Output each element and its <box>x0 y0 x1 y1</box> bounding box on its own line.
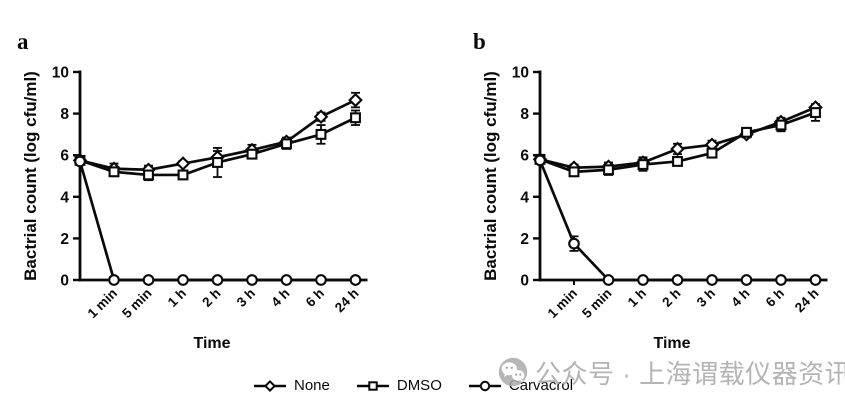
series-markers-carvacrol <box>74 155 362 286</box>
square-marker-icon <box>603 164 614 176</box>
series-line-carvacrol <box>78 161 356 282</box>
x-tick-label: 3 h <box>694 286 718 310</box>
circle-marker-icon <box>74 155 86 168</box>
x-tick-label: 4 h <box>728 286 752 310</box>
legend-label-carvacrol: Carvacrol <box>508 377 574 394</box>
circle-marker-icon <box>775 274 787 286</box>
square-marker-icon <box>281 138 292 150</box>
diamond-marker-icon <box>175 156 191 171</box>
y-tick-label: 10 <box>52 65 69 82</box>
legend-item-dmso: DMSO <box>356 377 442 394</box>
square-marker-icon <box>212 157 223 168</box>
y-tick-label: 10 <box>512 65 529 82</box>
square-marker-icon <box>775 119 787 131</box>
square-marker-icon <box>741 126 752 138</box>
circle-marker-icon <box>142 274 155 286</box>
y-tick-label: 2 <box>60 231 69 248</box>
diamond-marker-icon <box>670 141 685 157</box>
y-tick-label: 0 <box>60 273 69 290</box>
x-tick-label: 2 h <box>659 286 683 310</box>
legend-label-none: None <box>294 377 330 394</box>
legend-item-none: None <box>253 377 330 394</box>
square-marker-icon <box>177 169 189 181</box>
x-tick-label: 1 min <box>545 286 581 322</box>
square-marker-icon <box>108 166 120 178</box>
y-tick-label: 4 <box>520 189 529 206</box>
x-tick-label: 6 h <box>763 286 787 310</box>
square-marker-icon <box>637 159 649 171</box>
series-line-carvacrol <box>538 159 816 282</box>
square-marker-icon <box>810 107 821 119</box>
square-marker-icon <box>356 380 389 391</box>
square-marker-icon <box>350 112 361 124</box>
x-tick-label: 1 h <box>165 286 189 310</box>
circle-marker-icon <box>568 237 580 250</box>
legend-item-carvacrol: Carvacrol <box>468 377 573 394</box>
y-tick-label: 6 <box>520 148 529 165</box>
x-tick-label: 2 h <box>199 286 223 310</box>
circle-marker-icon <box>671 274 684 286</box>
x-tick-label: 6 h <box>303 286 327 310</box>
circle-marker-icon <box>280 274 293 286</box>
series-markers-carvacrol <box>534 154 822 286</box>
y-tick-label: 4 <box>60 189 69 206</box>
circle-marker-icon <box>315 274 327 286</box>
circle-marker-icon <box>246 274 258 286</box>
legend: None DMSO Carvacrol <box>253 377 573 394</box>
x-tick-label: 24 h <box>792 286 822 316</box>
panel-a-label: a <box>17 29 29 54</box>
diamond-marker-icon <box>348 92 363 108</box>
circle-marker-icon <box>740 274 753 286</box>
x-axis-title: Time <box>193 335 230 352</box>
y-axis-title: Bactrial count (log cfu/ml) <box>21 71 40 281</box>
y-tick-label: 8 <box>520 106 529 123</box>
y-tick-label: 2 <box>520 231 529 248</box>
y-axis-title: Bactrial count (log cfu/ml) <box>481 71 500 281</box>
square-marker-icon <box>706 147 718 159</box>
square-marker-icon <box>568 166 580 178</box>
circle-marker-icon <box>108 274 120 286</box>
y-tick-label: 0 <box>520 273 529 290</box>
diamond-marker-icon <box>254 379 286 392</box>
panel-b-label: b <box>473 29 486 54</box>
x-tick-label: 3 h <box>234 286 258 310</box>
circle-marker-icon <box>468 380 501 391</box>
circle-marker-icon <box>602 274 615 286</box>
square-marker-icon <box>246 148 258 160</box>
y-tick-label: 6 <box>60 148 69 165</box>
circle-marker-icon <box>534 154 546 167</box>
square-marker-icon <box>672 155 683 167</box>
circle-marker-icon <box>349 274 362 286</box>
square-marker-icon <box>315 128 327 140</box>
x-tick-label: 5 min <box>119 286 155 322</box>
x-axis-title: Time <box>653 335 690 352</box>
circle-marker-icon <box>706 274 718 286</box>
x-tick-label: 4 h <box>268 286 292 310</box>
y-tick-label: 8 <box>60 106 69 123</box>
circle-marker-icon <box>177 274 189 286</box>
x-tick-label: 5 min <box>579 286 615 322</box>
legend-label-dmso: DMSO <box>396 377 442 394</box>
circle-marker-icon <box>211 274 224 286</box>
circle-marker-icon <box>637 274 649 286</box>
circle-marker-icon <box>809 274 822 286</box>
x-tick-label: 1 h <box>625 286 649 310</box>
x-tick-label: 24 h <box>332 286 362 316</box>
square-marker-icon <box>143 169 154 181</box>
x-tick-label: 1 min <box>85 286 121 322</box>
diamond-marker-icon <box>313 109 329 125</box>
